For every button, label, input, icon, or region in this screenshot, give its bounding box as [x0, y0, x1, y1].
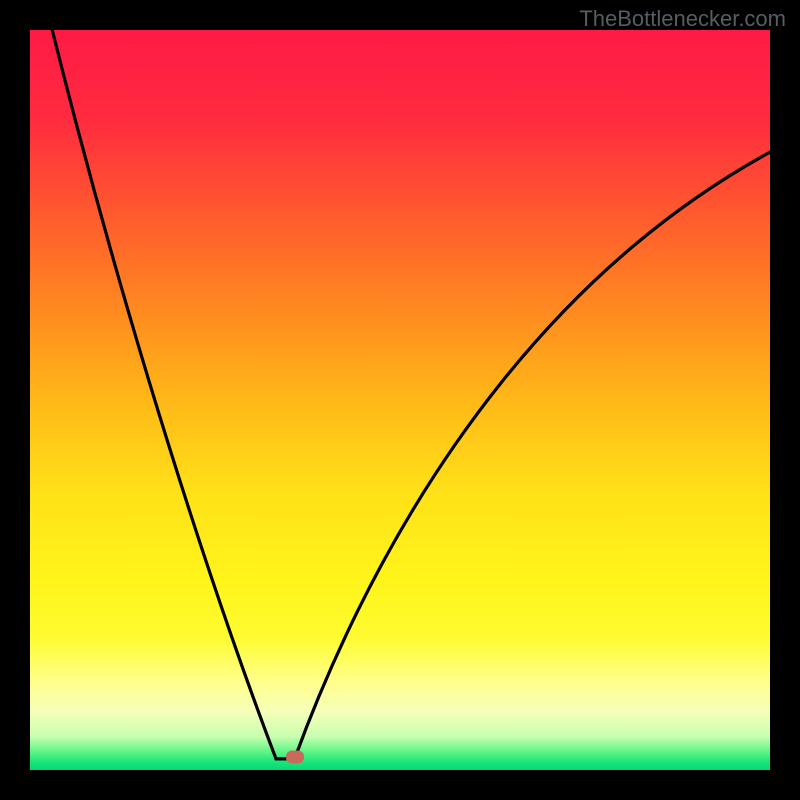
chart-stage: TheBottlenecker.com [0, 0, 800, 800]
watermark-text: TheBottlenecker.com [579, 6, 786, 32]
curve-layer [0, 0, 800, 800]
bottleneck-curve [52, 30, 770, 759]
optimal-point-marker [286, 750, 304, 763]
